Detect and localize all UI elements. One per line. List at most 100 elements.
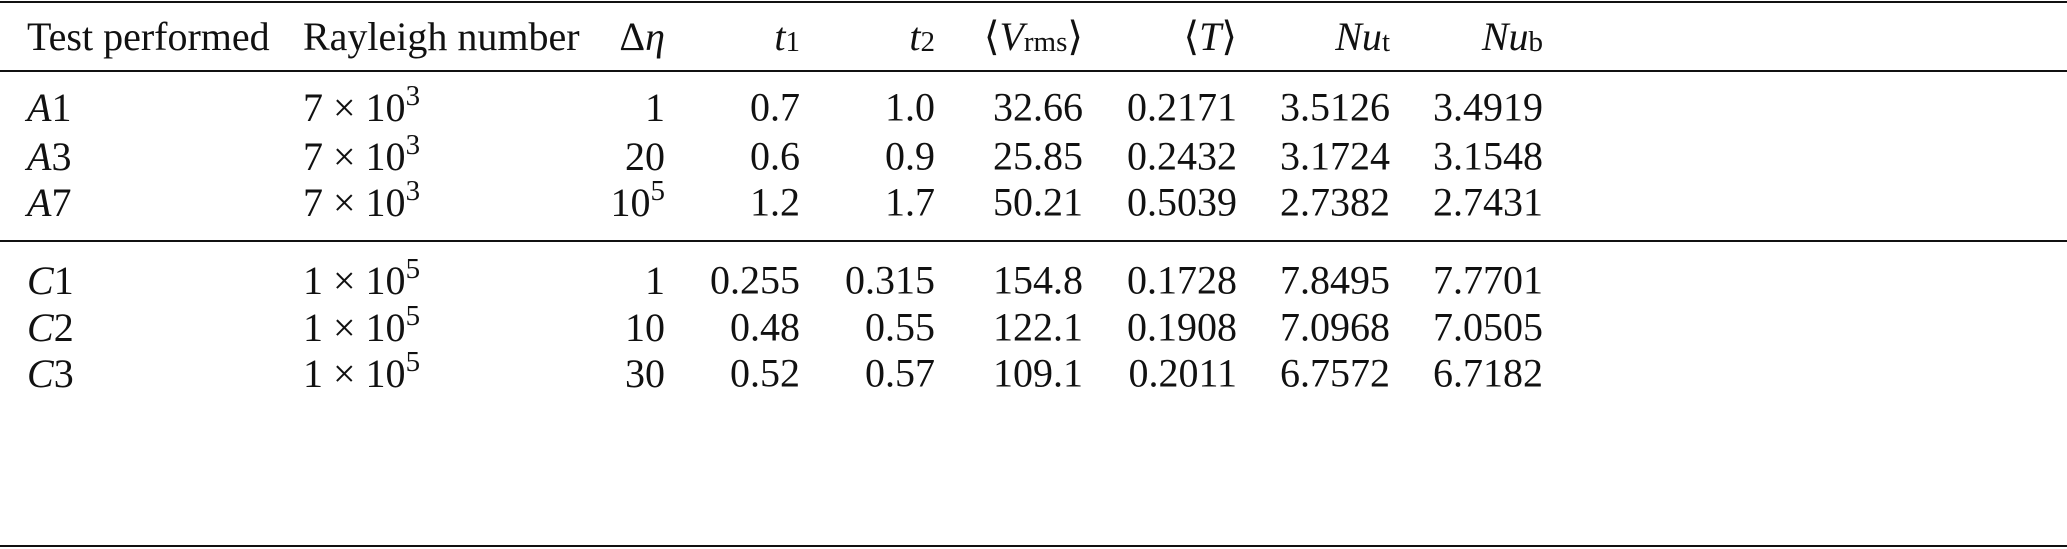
cell: 109.1 <box>993 351 1083 396</box>
cell: 154.8 <box>993 258 1083 303</box>
cell: 0.5039 <box>1127 180 1237 225</box>
cell: 0.52 <box>730 351 800 396</box>
cell-main: Nu <box>1481 14 1529 59</box>
cell: 1.0 <box>885 85 935 130</box>
cell-main: Nu <box>1334 14 1382 59</box>
cell-close: ⟩ <box>1067 14 1083 59</box>
cell: 7 × 103 <box>303 80 420 130</box>
cell: 3.1724 <box>1280 134 1390 179</box>
cell: 1.7 <box>885 180 935 225</box>
cell: Test performed <box>27 14 270 59</box>
cell-letter: C <box>27 258 55 303</box>
cell: t1 <box>774 14 800 59</box>
cell-main: η <box>645 14 665 59</box>
cell: 0.1728 <box>1127 258 1237 303</box>
cell-main: t <box>774 14 786 59</box>
cell: 0.6 <box>750 134 800 179</box>
cell-letter: A <box>24 85 52 130</box>
cell: Nub <box>1481 14 1543 59</box>
cell: 1 × 105 <box>303 253 420 303</box>
cell-sub: b <box>1529 26 1544 58</box>
cell: 0.9 <box>885 134 935 179</box>
cell: 0.2432 <box>1127 134 1237 179</box>
cell: 20 <box>625 134 665 179</box>
cell-exp: 5 <box>406 253 421 285</box>
cell-base: 7 × 10 <box>303 134 406 179</box>
cell-num: 1 <box>54 258 74 303</box>
cell-exp: 5 <box>651 175 666 207</box>
cell-letter: C <box>27 351 55 396</box>
cell-base: 1 × 10 <box>303 258 406 303</box>
cell: 6.7182 <box>1433 351 1543 396</box>
cell-sub: 2 <box>921 26 936 58</box>
cell-base: 30 <box>625 351 665 396</box>
cell-main: Rayleigh number <box>303 14 580 59</box>
cell-open: ⟨ <box>1184 14 1200 59</box>
cell: 2.7382 <box>1280 180 1390 225</box>
cell: t2 <box>909 14 935 59</box>
cell-sub: 1 <box>786 26 801 58</box>
cell-num: 7 <box>51 180 71 225</box>
cell: C1 <box>27 258 74 303</box>
cell-pre: Δ <box>619 14 645 59</box>
cell-letter: A <box>24 180 52 225</box>
cell: 10 <box>625 305 665 350</box>
cell-letter: C <box>27 305 55 350</box>
cell-base: 7 × 10 <box>303 180 406 225</box>
cell-base: 7 × 10 <box>303 85 406 130</box>
cell: 50.21 <box>993 180 1083 225</box>
cell-open: ⟨ <box>984 14 1000 59</box>
cell: 1 <box>645 258 665 303</box>
cell-main: Test performed <box>27 14 270 59</box>
cell: ⟨T⟩ <box>1184 14 1237 59</box>
cell-sub: t <box>1382 26 1390 58</box>
cell: 6.7572 <box>1280 351 1390 396</box>
cell: 0.57 <box>865 351 935 396</box>
cell: 0.255 <box>710 258 800 303</box>
cell-main: t <box>909 14 921 59</box>
cell-base: 1 × 10 <box>303 351 406 396</box>
cell: A7 <box>24 180 71 225</box>
cell: 7.0505 <box>1433 305 1543 350</box>
cell: Δη <box>619 14 665 59</box>
cell: 30 <box>625 351 665 396</box>
cell-base: 1 × 10 <box>303 305 406 350</box>
cell: 1 × 105 <box>303 300 420 350</box>
cell: 0.315 <box>845 258 935 303</box>
cell: 7.7701 <box>1433 258 1543 303</box>
cell: 0.2011 <box>1128 351 1237 396</box>
cell: 2.7431 <box>1433 180 1543 225</box>
cell: 1 <box>645 85 665 130</box>
cell-base: 20 <box>625 134 665 179</box>
cell-base: 10 <box>611 180 651 225</box>
cell: 0.1908 <box>1127 305 1237 350</box>
cell: 7 × 103 <box>303 175 420 225</box>
cell: 7.0968 <box>1280 305 1390 350</box>
cell: 105 <box>611 175 666 225</box>
cell-exp: 3 <box>406 80 421 112</box>
cell: 0.55 <box>865 305 935 350</box>
cell: 3.4919 <box>1433 85 1543 130</box>
cell-base: 1 <box>645 258 665 303</box>
cell: 0.7 <box>750 85 800 130</box>
cell: 1.2 <box>750 180 800 225</box>
cell: 1 × 105 <box>303 346 420 396</box>
cell: 32.66 <box>993 85 1083 130</box>
cell: 3.1548 <box>1433 134 1543 179</box>
cell-base: 10 <box>625 305 665 350</box>
cell-exp: 5 <box>406 346 421 378</box>
cell: Nut <box>1334 14 1390 59</box>
cell-close: ⟩ <box>1221 14 1237 59</box>
cell-num: 3 <box>54 351 74 396</box>
cell-exp: 3 <box>406 129 421 161</box>
cell: 3.5126 <box>1280 85 1390 130</box>
cell: 7.8495 <box>1280 258 1390 303</box>
cell-exp: 5 <box>406 300 421 332</box>
cell: ⟨Vrms⟩ <box>984 14 1083 59</box>
cell: C2 <box>27 305 74 350</box>
cell: 25.85 <box>993 134 1083 179</box>
cell-main: V <box>999 14 1028 59</box>
cell-num: 2 <box>54 305 74 350</box>
cell-main: T <box>1199 14 1224 59</box>
